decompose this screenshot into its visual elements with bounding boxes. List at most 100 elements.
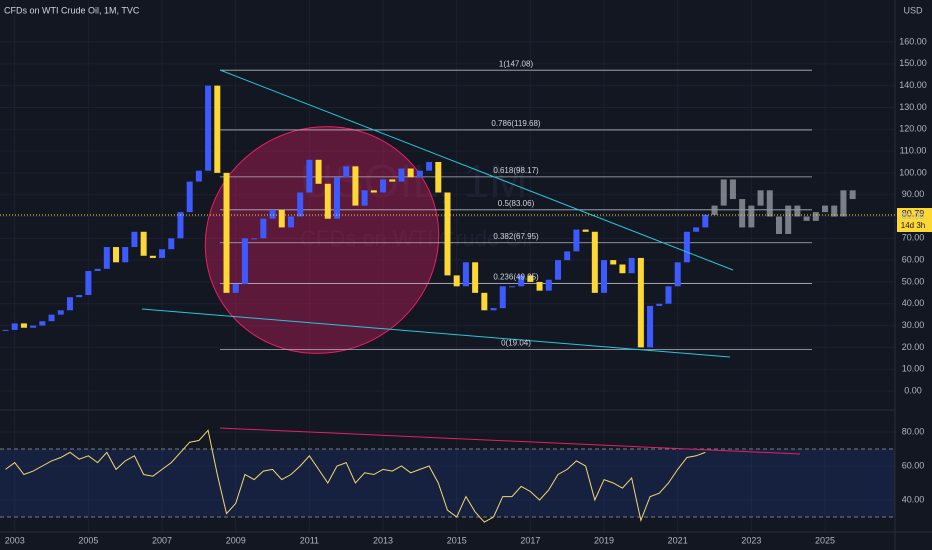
candle bbox=[518, 275, 525, 287]
projection-candle bbox=[711, 205, 718, 215]
candle bbox=[113, 247, 120, 263]
candle bbox=[545, 279, 552, 291]
y-tick-label: 100.00 bbox=[899, 167, 927, 177]
y-tick-label: 150.00 bbox=[899, 58, 927, 68]
projection-candle bbox=[785, 205, 792, 234]
candle bbox=[435, 161, 442, 193]
y-tick-label: 110.00 bbox=[900, 145, 927, 155]
candle bbox=[647, 305, 654, 348]
candle bbox=[426, 161, 433, 171]
x-tick-label: 2005 bbox=[78, 535, 98, 545]
countdown: 14d 3h bbox=[901, 221, 925, 230]
x-tick-label: 2009 bbox=[226, 535, 246, 545]
candle bbox=[462, 262, 469, 287]
candle bbox=[334, 177, 341, 219]
y-tick-label: 0.00 bbox=[904, 385, 922, 395]
candle bbox=[66, 297, 73, 311]
candle bbox=[573, 229, 580, 252]
projection-candle bbox=[803, 216, 810, 221]
x-tick-label: 2015 bbox=[447, 535, 467, 545]
projection-candle bbox=[794, 205, 801, 217]
candle bbox=[287, 216, 294, 228]
candle bbox=[407, 168, 414, 178]
candle bbox=[683, 231, 690, 263]
candle bbox=[637, 257, 644, 348]
y-tick-label: 130.00 bbox=[899, 102, 927, 112]
candle bbox=[278, 209, 285, 228]
fib-label: 0.382(67.95) bbox=[493, 232, 539, 241]
candle bbox=[297, 192, 304, 217]
candle bbox=[665, 286, 672, 304]
candle bbox=[343, 166, 350, 178]
fib-label: 1(147.08) bbox=[499, 59, 534, 68]
candle bbox=[149, 255, 156, 258]
candle bbox=[472, 262, 479, 293]
candle bbox=[324, 183, 331, 219]
candle bbox=[20, 323, 27, 328]
projection-candle bbox=[739, 199, 746, 228]
y-tick-label: 10.00 bbox=[902, 364, 925, 374]
candle bbox=[481, 292, 488, 311]
candle bbox=[380, 179, 387, 193]
projection-candle bbox=[766, 190, 773, 217]
y-tick-label: 40.00 bbox=[902, 298, 925, 308]
fib-label: 0(19.04) bbox=[501, 339, 531, 348]
rsi-tick-label: 40.00 bbox=[902, 494, 925, 504]
rsi-band-fill bbox=[0, 449, 895, 517]
candle bbox=[2, 329, 9, 331]
candle bbox=[444, 192, 451, 276]
x-tick-label: 2003 bbox=[5, 535, 25, 545]
y-tick-label: 70.00 bbox=[902, 233, 925, 243]
projection-candle bbox=[748, 205, 755, 228]
candle bbox=[554, 260, 561, 280]
candle bbox=[76, 295, 83, 298]
chart-title: CFDs on WTI Crude Oil, 1M, TVC bbox=[4, 5, 140, 15]
candle bbox=[453, 275, 460, 287]
candle bbox=[168, 238, 175, 250]
candle bbox=[656, 303, 663, 306]
plot bbox=[0, 69, 895, 523]
candle bbox=[159, 249, 166, 258]
y-tick-label: 120.00 bbox=[899, 124, 927, 134]
x-tick-label: 2011 bbox=[300, 535, 319, 545]
fib-label: 0.5(83.06) bbox=[498, 199, 535, 208]
currency: USD bbox=[903, 5, 923, 15]
candle bbox=[416, 170, 423, 178]
projection-candle bbox=[822, 205, 829, 213]
candle bbox=[103, 247, 110, 269]
fib-label: 0.618(98.17) bbox=[493, 166, 539, 175]
y-tick-label: 30.00 bbox=[902, 320, 925, 330]
candle bbox=[39, 321, 46, 326]
projection-candle bbox=[840, 190, 847, 217]
candle bbox=[628, 257, 635, 274]
candle bbox=[352, 166, 359, 206]
projection-candle bbox=[729, 179, 736, 200]
candle bbox=[269, 209, 276, 219]
y-tick-label: 140.00 bbox=[899, 80, 927, 90]
y-tick-label: 50.00 bbox=[902, 276, 925, 286]
candle bbox=[610, 260, 617, 265]
candle bbox=[122, 247, 129, 263]
y-tick-label: 60.00 bbox=[902, 255, 925, 265]
x-tick-label: 2023 bbox=[741, 535, 761, 545]
candle bbox=[398, 168, 405, 182]
candle bbox=[527, 275, 534, 282]
candle bbox=[251, 238, 258, 240]
candle bbox=[619, 264, 626, 274]
candle bbox=[260, 218, 267, 239]
candle bbox=[315, 159, 322, 184]
candle bbox=[564, 251, 571, 261]
candle bbox=[582, 229, 589, 232]
y-tick-label: 90.00 bbox=[902, 189, 925, 199]
projection-candle bbox=[849, 190, 856, 200]
rsi-tick-label: 80.00 bbox=[902, 426, 925, 436]
trend-line bbox=[219, 69, 734, 271]
y-tick-label: 20.00 bbox=[902, 342, 925, 352]
candle bbox=[205, 85, 212, 171]
candle bbox=[591, 231, 598, 293]
x-tick-label: 2021 bbox=[668, 535, 688, 545]
fib-label: 0.786(119.68) bbox=[491, 119, 541, 128]
x-tick-label: 2019 bbox=[594, 535, 614, 545]
candle bbox=[499, 286, 506, 309]
